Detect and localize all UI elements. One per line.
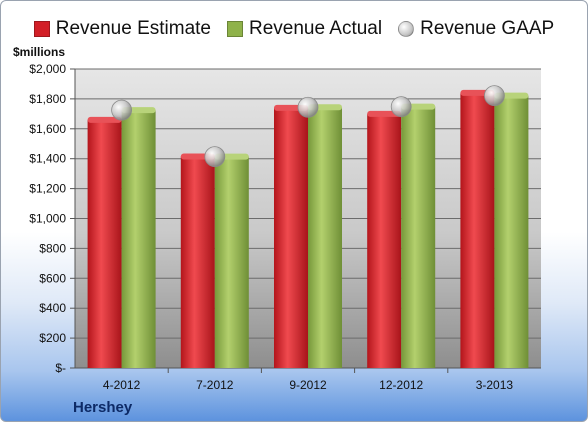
x-tick-label: 4-2012 bbox=[103, 378, 141, 392]
legend-swatch-estimate bbox=[33, 21, 50, 37]
bar-revenue-estimate bbox=[367, 113, 402, 368]
legend-item-gaap: Revenue GAAP bbox=[398, 18, 554, 40]
y-tick-label: $1,600 bbox=[29, 122, 66, 136]
bar-revenue-actual bbox=[494, 95, 529, 369]
x-tick-label: 7-2012 bbox=[196, 378, 234, 392]
bar-revenue-estimate bbox=[460, 92, 495, 369]
legend-item-estimate: Revenue Estimate bbox=[33, 18, 211, 40]
legend-item-actual: Revenue Actual bbox=[227, 18, 382, 40]
legend-label-estimate: Revenue Estimate bbox=[55, 18, 211, 39]
marker-revenue-gaap bbox=[297, 96, 319, 118]
y-tick-label: $2,000 bbox=[29, 62, 66, 76]
legend-label-gaap: Revenue GAAP bbox=[420, 18, 555, 39]
y-tick-label: $- bbox=[55, 361, 66, 375]
y-axis-units: $millions bbox=[13, 45, 66, 59]
bar-top-revenue-estimate bbox=[87, 116, 122, 123]
legend-swatch-actual bbox=[227, 21, 243, 37]
bar-revenue-estimate bbox=[87, 119, 122, 368]
y-tick-label: $1,200 bbox=[29, 182, 66, 196]
legend-swatch-gaap bbox=[398, 21, 415, 37]
marker-revenue-gaap bbox=[483, 85, 505, 107]
company-name: Hershey bbox=[73, 399, 133, 416]
y-tick-label: $200 bbox=[39, 331, 66, 345]
y-tick-label: $600 bbox=[39, 271, 66, 285]
marker-revenue-gaap bbox=[204, 146, 226, 168]
x-tick-label: 3-2013 bbox=[476, 378, 514, 392]
legend-label-actual: Revenue Actual bbox=[249, 18, 383, 39]
x-tick-label: 9-2012 bbox=[289, 378, 327, 392]
bar-revenue-estimate bbox=[274, 107, 308, 369]
bar-revenue-actual bbox=[121, 110, 156, 369]
marker-revenue-gaap bbox=[390, 96, 412, 118]
y-tick-label: $800 bbox=[39, 241, 66, 255]
bar-revenue-actual bbox=[401, 106, 436, 368]
y-tick-label: $400 bbox=[39, 301, 66, 315]
bar-revenue-estimate bbox=[180, 156, 215, 368]
bar-revenue-actual bbox=[308, 107, 342, 368]
y-tick-label: $1,800 bbox=[29, 92, 66, 106]
y-tick-label: $1,000 bbox=[29, 212, 66, 226]
x-tick-label: 12-2012 bbox=[379, 378, 423, 392]
marker-revenue-gaap bbox=[111, 99, 132, 121]
legend: Revenue Estimate Revenue Actual Revenue … bbox=[1, 15, 587, 43]
bar-revenue-actual bbox=[214, 156, 249, 368]
y-tick-label: $1,400 bbox=[29, 152, 66, 166]
